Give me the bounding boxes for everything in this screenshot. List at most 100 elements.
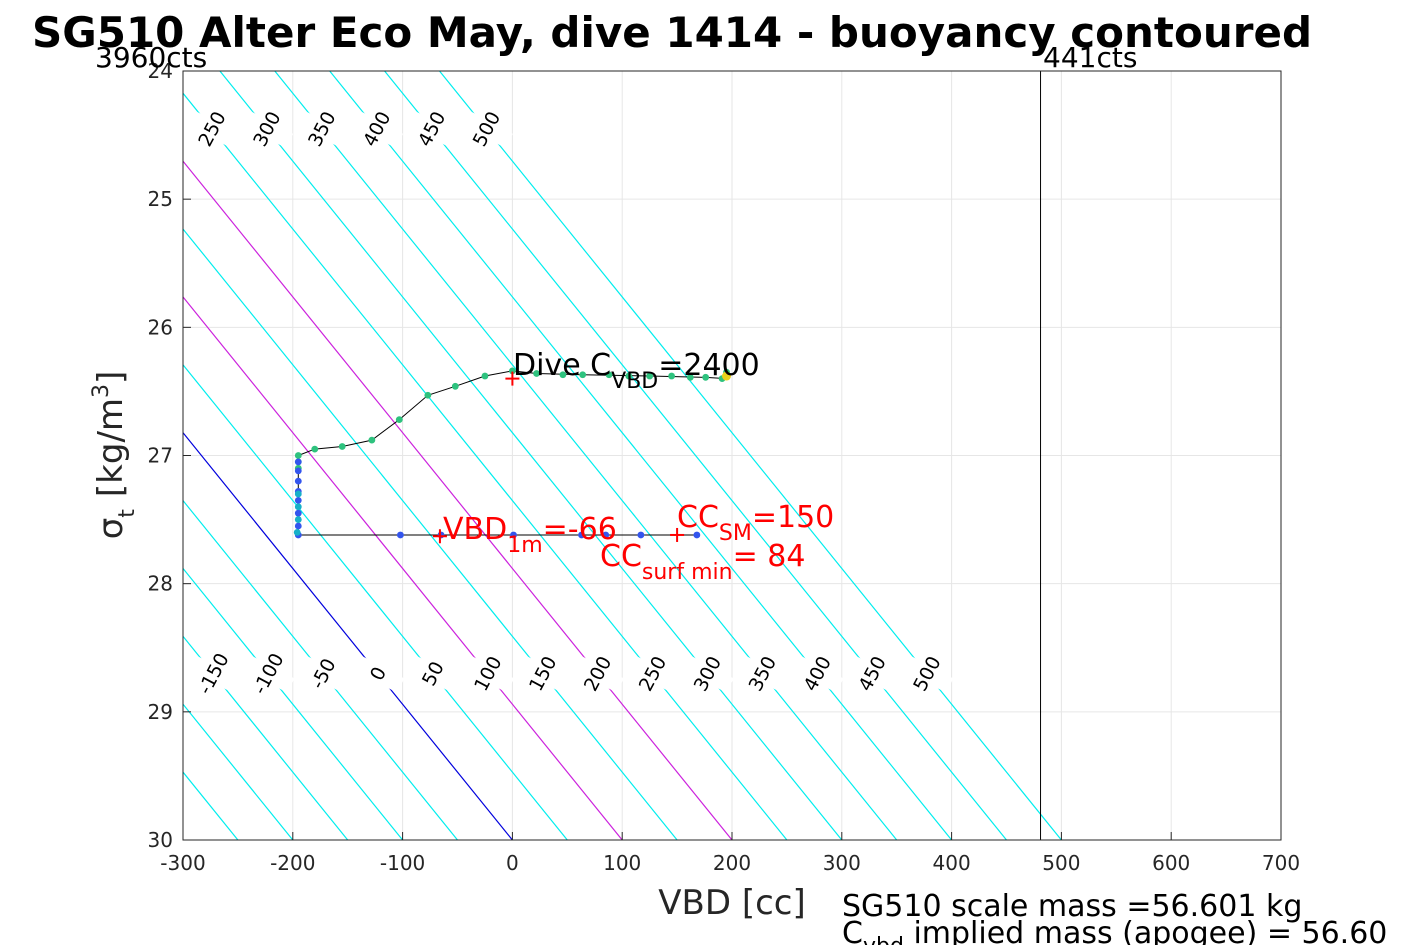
implied-mass-sub: vbd — [863, 934, 904, 945]
x-tick-label: -100 — [380, 851, 425, 875]
climb-point — [693, 531, 701, 539]
y-tick-label: 25 — [148, 187, 173, 211]
contour-label-bg — [570, 654, 624, 693]
dive-cvbd-prefix: Dive C — [513, 348, 611, 383]
transition-point — [294, 490, 302, 498]
x-axis-label: VBD [cc] — [658, 883, 806, 923]
x-tick-label: 700 — [1262, 851, 1300, 875]
markers — [432, 371, 685, 544]
dive-point — [294, 452, 302, 459]
dive-point — [533, 370, 540, 377]
contour-label-bg — [625, 654, 679, 693]
dive-point — [646, 372, 654, 380]
buoyancy-contour-line — [183, 160, 733, 840]
climb-point — [294, 522, 302, 530]
climb-point — [602, 531, 610, 539]
climb-point — [294, 509, 302, 517]
x-tick-label: -300 — [160, 851, 205, 875]
contour-label-bg — [184, 109, 239, 148]
dive-cvbd-sub: VBD — [611, 369, 658, 394]
buoyancy-contour-line — [183, 363, 568, 840]
buoyancy-contour-line — [384, 71, 1007, 840]
contour-label-bg — [405, 654, 460, 693]
buoyancy-contour-line — [274, 71, 898, 840]
buoyancy-contours — [183, 71, 1062, 840]
vbd-1m-annotation: VBD1m=-66 — [443, 512, 617, 558]
y-tick-label: 28 — [148, 572, 173, 596]
cc-sm-suffix: =150 — [752, 500, 834, 535]
dive-point — [702, 373, 710, 381]
dive-point — [338, 443, 346, 450]
climb-point — [397, 531, 404, 539]
dive-point — [481, 372, 489, 380]
transition-point — [294, 503, 302, 511]
dive-point — [509, 367, 516, 375]
climb-point — [294, 458, 302, 466]
y-tick-label: 24 — [148, 59, 173, 83]
x-tick-label: 300 — [823, 851, 861, 875]
contour-label-bg — [790, 654, 844, 693]
buoyancy-contour-line — [219, 71, 843, 840]
buoyancy-contour-line — [183, 635, 349, 840]
cc-sm-marker — [670, 527, 685, 542]
cc-surf-min-annotation: CCsurf min= 84 — [600, 539, 805, 585]
y-axis-label: σt [kg/m3] — [89, 371, 140, 540]
contour-label-bg — [460, 654, 515, 693]
y-tick-label: 27 — [148, 444, 173, 468]
dive-point — [395, 416, 403, 424]
cc-sm-prefix: CC — [677, 500, 719, 535]
apogee-point — [722, 371, 732, 381]
y-axis-label-units: [kg/m — [91, 398, 131, 497]
contour-label-bg — [186, 654, 240, 693]
x-tick-label: 600 — [1152, 851, 1190, 875]
buoyancy-contour-line — [183, 499, 458, 840]
buoyancy-contour-line — [183, 92, 788, 840]
climb-point — [294, 496, 302, 504]
dive-point — [559, 371, 567, 379]
y-tick-label: 30 — [148, 828, 173, 852]
y-axis-label-sup: 3 — [89, 384, 114, 398]
cc-surf-min-sub: surf min — [642, 560, 733, 585]
climb-point — [578, 531, 585, 539]
buoyancy-contour-line — [183, 431, 513, 840]
contour-label-bg — [239, 109, 294, 148]
contour-label-bg — [349, 109, 404, 148]
dive-point — [579, 371, 587, 379]
buoyancy-contour-line — [183, 295, 623, 840]
cc-surf-min-prefix: CC — [600, 539, 642, 574]
x-tick-label: 500 — [1042, 851, 1080, 875]
dive-point — [686, 373, 694, 381]
contour-label-bg — [459, 109, 513, 148]
dive-cvbd-suffix: =2400 — [658, 348, 759, 383]
dive-point — [311, 445, 319, 453]
dive-point — [368, 436, 376, 444]
transition-point — [294, 516, 302, 523]
climb-point — [637, 531, 645, 539]
cc-surf-min-suffix: = 84 — [733, 539, 806, 574]
buoyancy-contour-line — [183, 567, 404, 840]
contour-label-bg — [294, 109, 349, 148]
cc-sm-annotation: CCSM=150 — [677, 500, 834, 546]
contour-label-bg — [241, 654, 295, 693]
climb-point — [294, 477, 302, 485]
buoyancy-contour-line — [183, 228, 678, 840]
dive-point — [451, 382, 459, 390]
vbd-limit-low-label: 3960cts — [95, 41, 207, 74]
contour-label-bg — [735, 654, 789, 693]
contour-label-bg — [899, 654, 954, 693]
contour-label-bg — [296, 654, 350, 693]
axis-ticks: -300 -200 -100 0 100 200 300 400 500 600 700 24 25 26… — [148, 59, 1301, 875]
contour-label-bg — [350, 654, 405, 693]
y-axis-label-close: ] — [91, 371, 131, 384]
y-axis-label-sub: t — [115, 509, 140, 518]
transition-point — [293, 529, 301, 536]
buoyancy-contour-line — [329, 71, 953, 840]
x-tick-label: 400 — [933, 851, 971, 875]
chart-title: SG510 Alter Eco May, dive 1414 - buoyanc… — [32, 8, 1312, 57]
implied-mass-suffix: implied mass (apogee) = 56.60 — [904, 916, 1388, 945]
vbd-limit-high-label: 441cts — [1043, 41, 1137, 74]
climb-point — [510, 531, 517, 539]
contour-label-bg — [680, 654, 734, 693]
climb-point — [294, 467, 302, 475]
